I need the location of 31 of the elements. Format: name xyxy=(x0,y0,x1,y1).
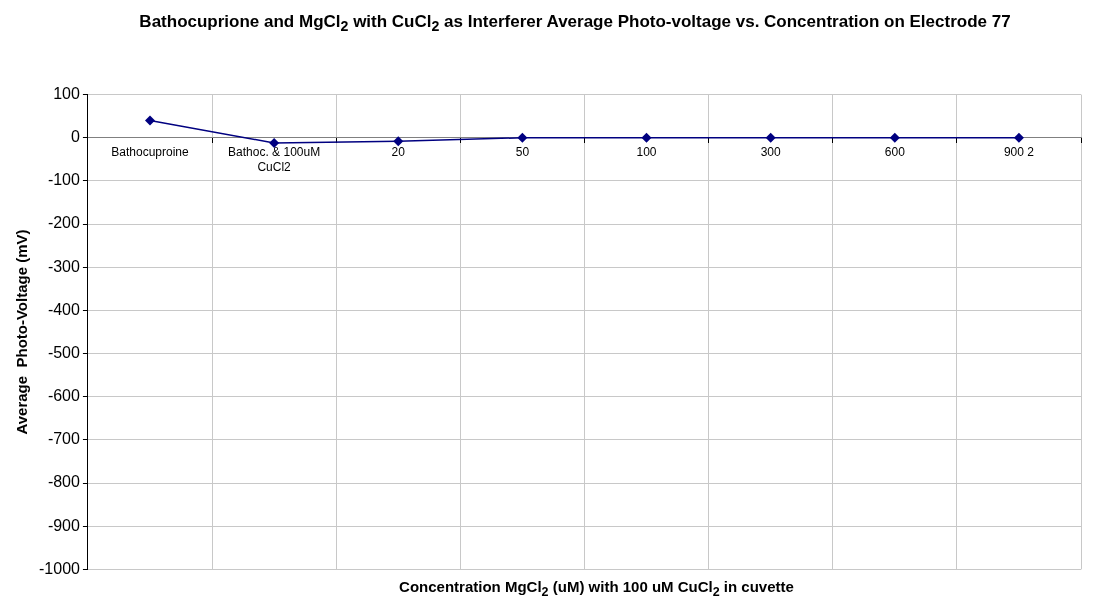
point xyxy=(641,132,652,143)
y-tick-label: 100 xyxy=(53,85,81,103)
x-tick-label: 600 xyxy=(884,145,906,160)
point xyxy=(889,132,900,143)
point xyxy=(1013,132,1024,143)
x-tick-label: 900 2 xyxy=(1003,145,1035,160)
y-tick-label: -900 xyxy=(47,516,81,534)
point xyxy=(144,115,155,126)
y-tick-label: -100 xyxy=(47,171,81,189)
x-tick-label: Bathocuproine xyxy=(111,145,190,160)
x-tick-label: 20 xyxy=(391,145,406,160)
y-tick-label: -500 xyxy=(47,343,81,361)
y-tick-label: -700 xyxy=(47,430,81,448)
y-tick-label: -600 xyxy=(47,387,81,405)
y-axis-title: Average Photo-Voltage (mV) xyxy=(13,229,31,435)
x-tick-label: 300 xyxy=(760,145,781,160)
chart-title: Bathocuprione and MgCl$_{2}$ with CuCl$_{2}$ as Interferer Average Photo-voltage vs. Concentration on Electrode 77 xyxy=(138,11,1012,37)
x-tick-label: 50 xyxy=(515,145,530,160)
y-tick-label: -800 xyxy=(47,473,81,491)
y-tick-label: -200 xyxy=(47,214,81,232)
y-tick-label: 0 xyxy=(71,128,81,146)
point xyxy=(765,132,776,143)
y-tick-label: -1000 xyxy=(39,559,81,577)
y-tick-label: -400 xyxy=(47,300,81,318)
point xyxy=(517,132,528,143)
x-tick-label: Bathoc. & 100uM CuCl2 xyxy=(228,145,321,174)
x-tick-label: 100 xyxy=(636,145,657,160)
y-tick-label: -300 xyxy=(47,257,81,275)
point xyxy=(269,137,280,148)
point xyxy=(393,136,404,147)
x-axis-title: Concentration MgCl$_{2}$ (uM) with 100 uM CuCl$_{2}$ in cuvette xyxy=(398,578,795,599)
